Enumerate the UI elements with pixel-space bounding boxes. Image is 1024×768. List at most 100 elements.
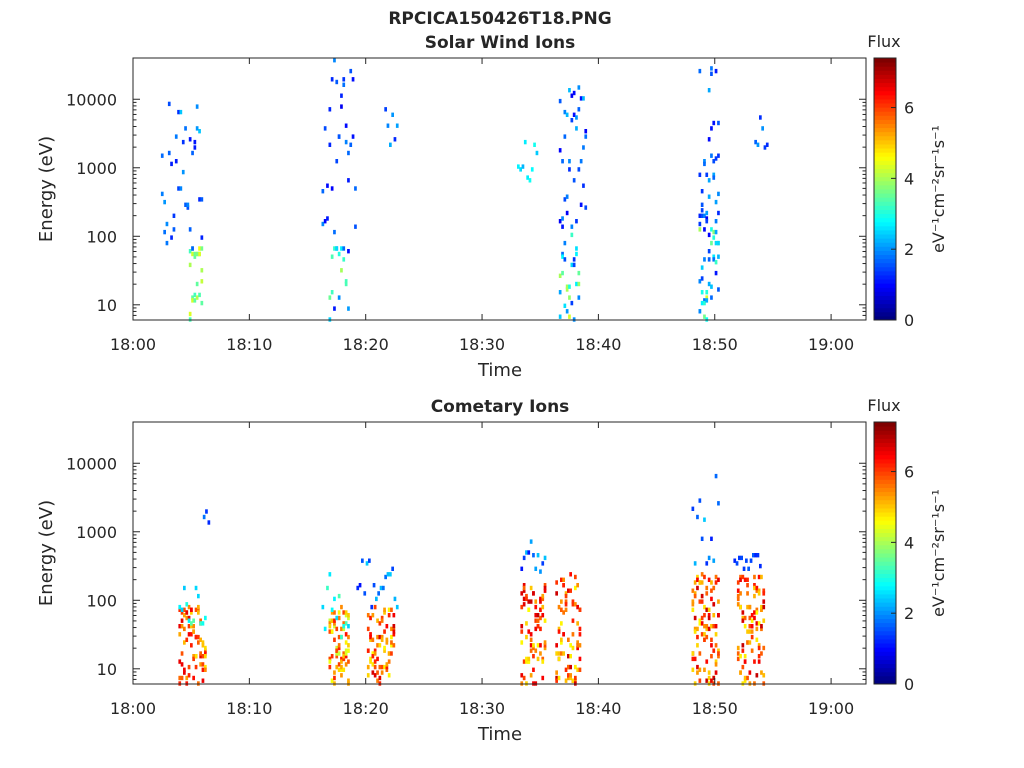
heatmap-cell bbox=[562, 651, 565, 656]
heatmap-cell bbox=[575, 126, 578, 131]
heatmap-cell bbox=[534, 618, 538, 623]
heatmap-cell bbox=[533, 142, 536, 147]
heatmap-cell bbox=[577, 270, 581, 276]
heatmap-cell bbox=[539, 626, 542, 632]
heatmap-cell bbox=[377, 591, 380, 596]
colorbar-segment bbox=[874, 434, 896, 439]
heatmap-cell bbox=[714, 260, 718, 265]
colorbar-segment bbox=[874, 119, 896, 124]
heatmap-cell bbox=[705, 624, 709, 629]
colorbar-label: eV⁻¹cm⁻²sr⁻¹s⁻¹ bbox=[929, 125, 948, 253]
colorbar-segment bbox=[874, 520, 896, 525]
heatmap-cell bbox=[574, 574, 577, 580]
heatmap-cell bbox=[204, 651, 207, 656]
colorbar-segment bbox=[874, 638, 896, 644]
heatmap-cell bbox=[378, 643, 382, 648]
heatmap-cell bbox=[571, 618, 575, 623]
heatmap-cell bbox=[190, 607, 193, 612]
heatmap-cell bbox=[199, 618, 202, 623]
heatmap-cell bbox=[333, 596, 336, 602]
heatmap-cell bbox=[705, 290, 709, 295]
heatmap-cell bbox=[185, 602, 189, 607]
colorbar-segment bbox=[874, 647, 896, 652]
heatmap-cell bbox=[575, 281, 578, 287]
heatmap-cell bbox=[693, 626, 697, 632]
heatmap-cell bbox=[521, 164, 525, 169]
heatmap-cell bbox=[347, 634, 350, 640]
heatmap-cell bbox=[705, 607, 709, 612]
heatmap-cell bbox=[198, 251, 201, 257]
heatmap-cell bbox=[700, 580, 704, 585]
heatmap-cell bbox=[541, 593, 545, 599]
heatmap-cell bbox=[328, 664, 332, 670]
heatmap-cell bbox=[543, 585, 547, 591]
heatmap-cell bbox=[194, 585, 198, 591]
heatmap-cell bbox=[384, 574, 387, 580]
heatmap-cell bbox=[181, 169, 185, 175]
heatmap-cell bbox=[577, 107, 581, 112]
heatmap-cell bbox=[337, 667, 341, 672]
heatmap-cell bbox=[379, 585, 383, 591]
heatmap-cell bbox=[584, 129, 588, 134]
heatmap-cell bbox=[179, 109, 183, 115]
heatmap-cell bbox=[340, 664, 343, 670]
heatmap-cell bbox=[760, 651, 763, 656]
heatmap-cell bbox=[710, 643, 713, 648]
heatmap-cell bbox=[714, 473, 718, 479]
colorbar-segment bbox=[874, 189, 896, 194]
colorbar-segment bbox=[874, 156, 896, 161]
heatmap-cell bbox=[567, 588, 570, 593]
heatmap-cell bbox=[564, 593, 568, 599]
colorbar-segment bbox=[874, 585, 896, 591]
heatmap-cell bbox=[557, 651, 561, 656]
heatmap-cell bbox=[710, 66, 713, 71]
heatmap-cell bbox=[707, 607, 711, 612]
heatmap-cell bbox=[576, 643, 579, 648]
heatmap-cell bbox=[378, 664, 382, 670]
colorbar-segment bbox=[874, 197, 896, 202]
heatmap-cell bbox=[187, 618, 191, 623]
colorbar-segment bbox=[874, 507, 896, 513]
heatmap-cell bbox=[525, 659, 528, 664]
heatmap-cell bbox=[519, 167, 522, 172]
heatmap-cell bbox=[183, 667, 186, 672]
heatmap-cell bbox=[383, 645, 386, 651]
colorbar-segment bbox=[874, 58, 896, 63]
heatmap-cell bbox=[194, 634, 198, 640]
heatmap-cell bbox=[539, 643, 542, 648]
heatmap-cell bbox=[541, 604, 545, 610]
heatmap-cell bbox=[333, 246, 336, 251]
heatmap-cell bbox=[755, 673, 759, 678]
colorbar-segment bbox=[874, 143, 896, 149]
heatmap-cell bbox=[698, 213, 702, 218]
heatmap-cell bbox=[340, 93, 343, 98]
y-tick-label: 10000 bbox=[66, 454, 117, 473]
heatmap-cell bbox=[373, 604, 377, 610]
heatmap-cell bbox=[748, 640, 752, 645]
colorbar-segment bbox=[874, 103, 896, 108]
heatmap-cell bbox=[190, 621, 193, 626]
heatmap-cell bbox=[717, 501, 720, 506]
heatmap-cell bbox=[714, 659, 718, 664]
colorbar-segment bbox=[874, 242, 896, 247]
heatmap-cell bbox=[376, 656, 379, 662]
heatmap-cell bbox=[323, 219, 327, 224]
heatmap-cell bbox=[389, 142, 392, 147]
heatmap-cell bbox=[705, 219, 709, 224]
heatmap-cell bbox=[557, 604, 561, 610]
colorbar-segment bbox=[874, 651, 896, 656]
colorbar-segment bbox=[874, 524, 896, 529]
heatmap-cell bbox=[736, 602, 740, 607]
heatmap-cell bbox=[375, 596, 378, 602]
heatmap-cell bbox=[349, 68, 353, 74]
heatmap-cell bbox=[371, 651, 375, 656]
heatmap-cell bbox=[574, 585, 577, 591]
panel-solar-wind: Solar Wind Ions 18:00 18:10 18:20 18:30 18:4… bbox=[36, 32, 948, 381]
heatmap-cell bbox=[700, 572, 704, 577]
heatmap-cell bbox=[347, 678, 350, 683]
heatmap-cell bbox=[190, 632, 193, 637]
heatmap-cell bbox=[340, 673, 343, 678]
heatmap-cell bbox=[754, 139, 757, 145]
heatmap-cell bbox=[570, 262, 574, 268]
colorbar-segment bbox=[874, 663, 896, 669]
